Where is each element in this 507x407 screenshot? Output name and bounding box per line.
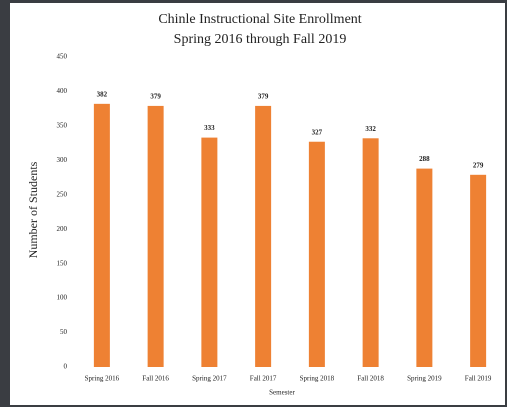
- bar: [201, 137, 218, 367]
- y-tick-label: 0: [64, 363, 68, 371]
- y-tick-label: 350: [57, 121, 68, 129]
- x-tick-label: Fall 2019: [465, 375, 492, 383]
- y-tick-label: 400: [57, 87, 68, 95]
- value-label: 382: [97, 90, 108, 98]
- chart-title: Chinle Instructional Site Enrollment: [158, 12, 361, 27]
- value-label: 279: [473, 161, 484, 169]
- x-tick-label: Spring 2019: [407, 375, 442, 383]
- chart-subtitle: Spring 2016 through Fall 2019: [174, 32, 347, 47]
- bar: [255, 105, 272, 368]
- y-tick-label: 50: [60, 328, 68, 336]
- x-tick-label: Spring 2016: [85, 375, 120, 383]
- x-axis-label: Semester: [269, 389, 295, 397]
- value-label: 288: [419, 155, 430, 163]
- x-tick-label: Fall 2016: [142, 375, 169, 383]
- y-tick-label: 300: [57, 156, 68, 164]
- y-tick-label: 450: [57, 53, 68, 61]
- value-label: 327: [312, 128, 323, 136]
- value-label: 379: [258, 93, 269, 101]
- y-tick-label: 250: [57, 190, 68, 198]
- value-label: 379: [150, 93, 161, 101]
- bar: [362, 138, 379, 367]
- y-tick-label: 100: [57, 294, 68, 302]
- x-tick-label: Fall 2018: [357, 375, 384, 383]
- bar: [470, 174, 487, 367]
- x-tick-label: Fall 2017: [250, 375, 277, 383]
- y-tick-label: 150: [57, 259, 68, 267]
- y-tick-label: 200: [57, 225, 68, 233]
- y-axis-label: Number of Students: [26, 161, 40, 258]
- value-label: 333: [204, 124, 215, 132]
- bar: [308, 141, 325, 367]
- value-label: 332: [365, 125, 376, 133]
- bar: [93, 103, 110, 367]
- bar: [416, 168, 433, 367]
- bar: [147, 105, 164, 368]
- x-tick-label: Spring 2018: [300, 375, 335, 383]
- x-tick-label: Spring 2017: [192, 375, 227, 383]
